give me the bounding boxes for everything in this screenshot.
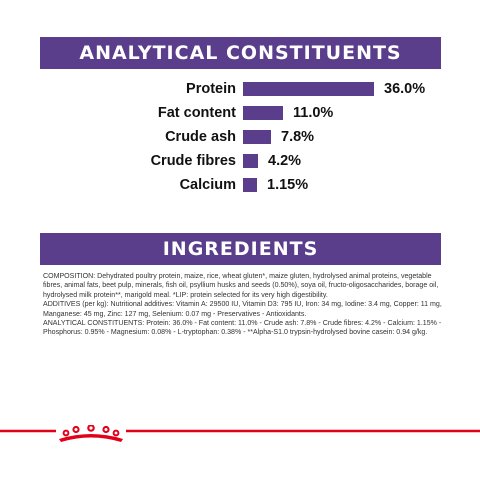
constituent-bar bbox=[243, 130, 271, 144]
constituent-value: 11.0% bbox=[293, 105, 334, 121]
constituent-row-protein: Protein 36.0% bbox=[0, 79, 480, 99]
ingredients-banner: INGREDIENTS bbox=[40, 233, 441, 265]
constituent-value: 7.8% bbox=[281, 129, 315, 145]
footer-divider-with-logo bbox=[0, 425, 480, 442]
ingredients-text: COMPOSITION: Dehydrated poultry protein,… bbox=[43, 271, 443, 337]
composition-paragraph: COMPOSITION: Dehydrated poultry protein,… bbox=[43, 271, 439, 299]
constituent-bar bbox=[243, 178, 257, 192]
constituent-row-crude-ash: Crude ash 7.8% bbox=[0, 127, 480, 147]
constituent-bar bbox=[243, 82, 374, 96]
constituent-row-crude-fibres: Crude fibres 4.2% bbox=[0, 151, 480, 171]
constituent-value: 4.2% bbox=[268, 153, 302, 169]
constituent-row-calcium: Calcium 1.15% bbox=[0, 175, 480, 195]
constituent-row-fat-content: Fat content 11.0% bbox=[0, 103, 480, 123]
constituent-value: 1.15% bbox=[267, 177, 309, 193]
constituent-label: Calcium bbox=[179, 177, 236, 193]
constituent-label: Protein bbox=[186, 81, 236, 97]
constituent-bar bbox=[243, 106, 283, 120]
additives-paragraph: ADDITIVES (per kg): Nutritional additive… bbox=[43, 299, 442, 318]
constituent-label: Crude fibres bbox=[150, 153, 236, 169]
constituent-label: Fat content bbox=[157, 105, 236, 121]
constituent-label: Crude ash bbox=[165, 129, 236, 145]
royal-canin-crown-icon bbox=[59, 425, 123, 442]
analytical-constituents-paragraph: ANALYTICAL CONSTITUENTS: Protein: 36.0% … bbox=[43, 318, 442, 337]
analytical-constituents-banner: ANALYTICAL CONSTITUENTS bbox=[40, 37, 441, 69]
constituent-bar bbox=[243, 154, 258, 168]
constituent-value: 36.0% bbox=[384, 81, 426, 97]
